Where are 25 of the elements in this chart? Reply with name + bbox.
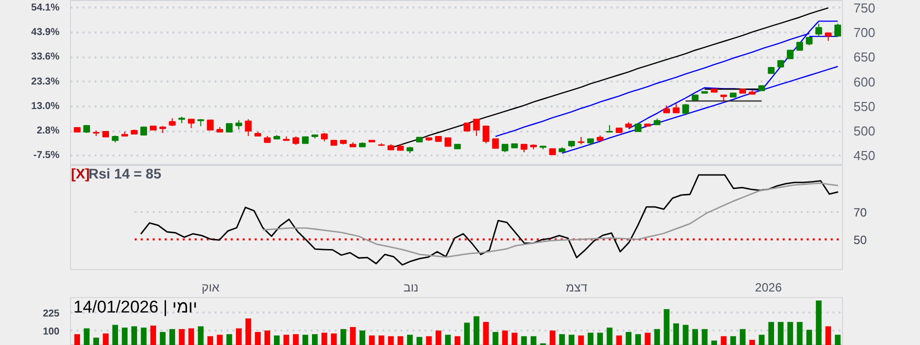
y2-tick-label: 23.3% bbox=[31, 76, 60, 88]
x-tick-label: דצמ bbox=[566, 280, 588, 294]
chart-title: 14/01/2026 | יומי bbox=[73, 298, 198, 316]
y-tick-label: 100 bbox=[42, 326, 60, 338]
x-tick-label: אוק bbox=[202, 280, 220, 294]
y-tick-label: 500 bbox=[854, 124, 876, 139]
y2-tick-label: 13.0% bbox=[31, 101, 60, 112]
y-tick-label: 450 bbox=[854, 148, 876, 164]
x-tick-label: 2026 bbox=[755, 280, 782, 294]
y-tick-label: 700 bbox=[854, 25, 876, 40]
y2-tick-label: 54.1% bbox=[31, 2, 60, 14]
y2-tick-label: 43.9% bbox=[31, 26, 60, 38]
y-tick-label: 550 bbox=[854, 98, 876, 114]
y2-tick-label: -7.5% bbox=[33, 150, 60, 162]
y-tick-label: 50 bbox=[854, 232, 868, 247]
y-tick-label: 600 bbox=[854, 74, 876, 90]
y-tick-label: 70 bbox=[854, 206, 868, 220]
y-tick-label: 225 bbox=[42, 308, 60, 320]
y2-tick-label: 33.6% bbox=[31, 52, 60, 63]
y-tick-label: 650 bbox=[854, 50, 876, 65]
chart-title: Rsi 14 = 85 bbox=[88, 166, 162, 182]
y-tick-label: 750 bbox=[854, 0, 876, 16]
y2-tick-label: 2.8% bbox=[36, 125, 60, 136]
x-tick-label: נוב bbox=[404, 280, 418, 294]
annotation: [X] bbox=[71, 166, 90, 182]
